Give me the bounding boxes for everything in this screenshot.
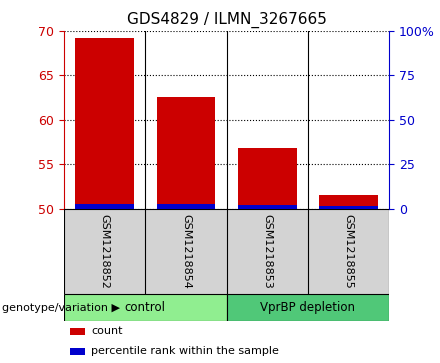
Bar: [157, 204, 215, 209]
Bar: [70, 348, 85, 355]
Text: GSM1218853: GSM1218853: [262, 214, 272, 289]
Title: GDS4829 / ILMN_3267665: GDS4829 / ILMN_3267665: [127, 12, 326, 28]
Bar: [238, 148, 297, 209]
Bar: [319, 206, 378, 209]
Bar: [238, 205, 297, 209]
Text: GSM1218852: GSM1218852: [99, 214, 110, 289]
Bar: [75, 38, 134, 209]
Text: GSM1218855: GSM1218855: [344, 214, 354, 289]
Bar: [157, 97, 215, 209]
Bar: [75, 204, 134, 209]
Text: count: count: [92, 326, 123, 337]
Bar: [227, 294, 389, 321]
Text: VprBP depletion: VprBP depletion: [260, 301, 356, 314]
Text: genotype/variation ▶: genotype/variation ▶: [2, 303, 120, 313]
Text: control: control: [125, 301, 166, 314]
Bar: [70, 328, 85, 335]
Bar: [64, 294, 227, 321]
Text: percentile rank within the sample: percentile rank within the sample: [92, 346, 279, 356]
Bar: [319, 195, 378, 209]
Text: GSM1218854: GSM1218854: [181, 214, 191, 289]
